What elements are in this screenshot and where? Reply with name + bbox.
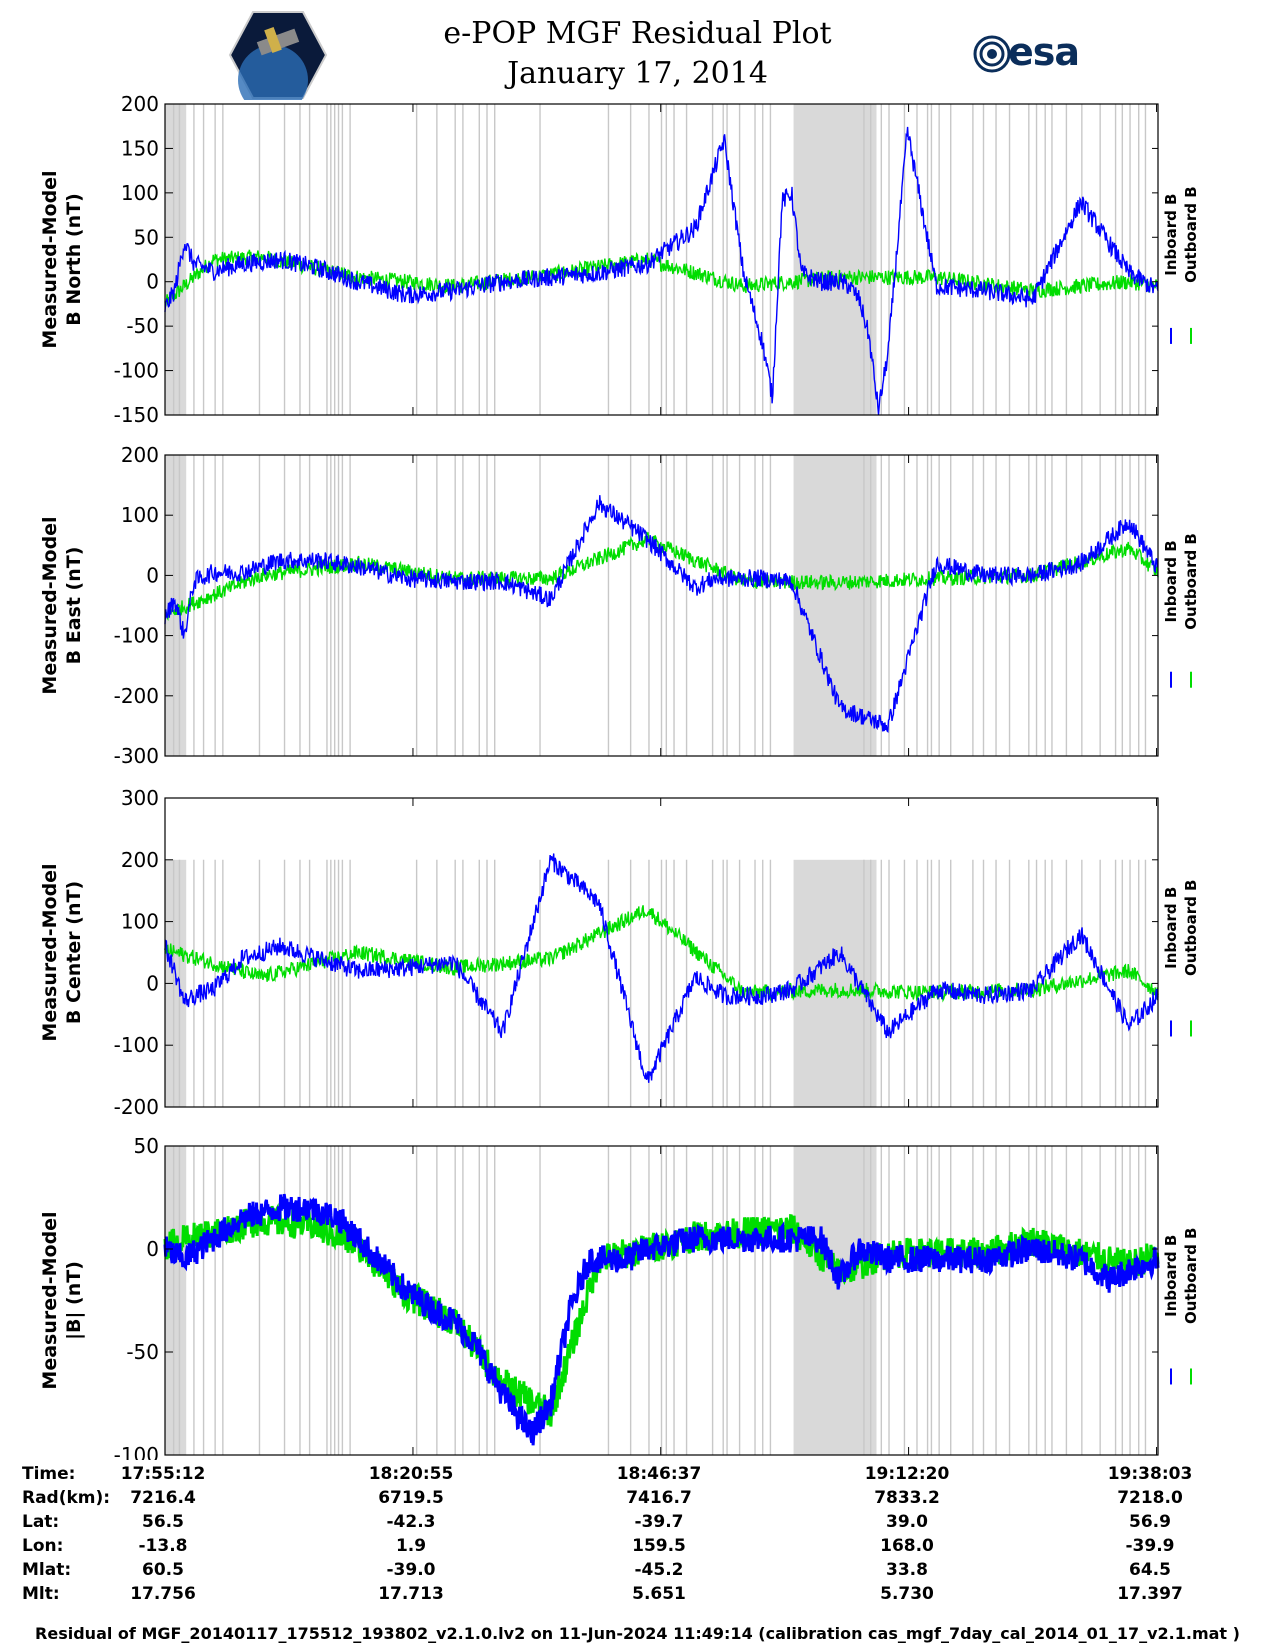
mlt-col-3: 5.730 bbox=[880, 1584, 934, 1604]
y-tick-label: -100 bbox=[114, 359, 159, 383]
row-label-mlt: Mlt: bbox=[22, 1584, 60, 1604]
outboard-b-series-line bbox=[164, 905, 1159, 1003]
mlat-col-1: -39.0 bbox=[386, 1560, 436, 1580]
legend-outboard-label: Outboard B bbox=[1182, 186, 1200, 283]
shade-region-mid bbox=[793, 1146, 877, 1455]
y-tick-label: -100 bbox=[114, 1443, 159, 1460]
y-tick-label: 200 bbox=[121, 443, 159, 467]
outboard-b-series-line bbox=[164, 249, 1158, 307]
mlt-col-4: 17.397 bbox=[1117, 1584, 1183, 1604]
y-tick-label: -300 bbox=[114, 744, 159, 768]
page-title: e-POP MGF Residual Plot bbox=[443, 16, 832, 51]
cassiope-mission-logo bbox=[228, 11, 328, 100]
y-tick-label: 100 bbox=[121, 910, 159, 934]
row-label-time: Time: bbox=[22, 1464, 76, 1484]
plot-axes-frame bbox=[164, 797, 1159, 1108]
y-tick-label: -150 bbox=[114, 403, 159, 427]
y-axis-label-line2: |B| (nT) bbox=[63, 1261, 85, 1340]
y-tick-label: -200 bbox=[114, 684, 159, 708]
shade-region-mid bbox=[793, 455, 877, 756]
row-label-lon: Lon: bbox=[22, 1536, 64, 1556]
y-tick-label: 0 bbox=[146, 971, 159, 995]
y-axis-label-line1: Measured-Model bbox=[39, 1211, 61, 1389]
esa-logo-icon bbox=[973, 35, 1011, 73]
legend-inboard-label: Inboard B bbox=[1162, 194, 1180, 276]
y-tick-label: 0 bbox=[146, 563, 159, 587]
esa-logo-text: esa bbox=[1008, 30, 1080, 74]
radius-col-0: 7216.4 bbox=[130, 1488, 196, 1508]
mlat-col-4: 64.5 bbox=[1129, 1560, 1171, 1580]
row-label-mlat: Mlat: bbox=[22, 1560, 72, 1580]
y-tick-label: 100 bbox=[121, 503, 159, 527]
mlat-col-3: 33.8 bbox=[886, 1560, 928, 1580]
y-tick-label: 50 bbox=[134, 225, 159, 249]
y-axis-label-line2: B Center (nT) bbox=[63, 881, 85, 1024]
y-tick-label: 300 bbox=[121, 786, 159, 810]
y-axis-label-line1: Measured-Model bbox=[39, 516, 61, 694]
plot-axes-frame bbox=[164, 1145, 1159, 1456]
y-tick-label: 0 bbox=[146, 270, 159, 294]
time-col-2: 18:46:37 bbox=[616, 1464, 702, 1484]
y-tick-label: 50 bbox=[134, 1134, 159, 1158]
y-tick-label: 150 bbox=[121, 136, 159, 160]
y-tick-label: 100 bbox=[121, 181, 159, 205]
lat-col-2: -39.7 bbox=[634, 1512, 684, 1532]
time-col-0: 17:55:12 bbox=[120, 1464, 206, 1484]
mlt-col-2: 5.651 bbox=[632, 1584, 686, 1604]
mlt-col-0: 17.756 bbox=[130, 1584, 196, 1604]
y-tick-label: -100 bbox=[114, 1033, 159, 1057]
radius-col-1: 6719.5 bbox=[378, 1488, 444, 1508]
row-label-radius: Rad(km): bbox=[22, 1488, 111, 1508]
y-tick-label: 200 bbox=[121, 92, 159, 116]
legend-inboard-label: Inboard B bbox=[1162, 540, 1180, 622]
y-axis-label-line2: B North (nT) bbox=[63, 193, 85, 326]
lon-col-1: 1.9 bbox=[395, 1536, 427, 1556]
shade-region-start bbox=[165, 1146, 187, 1455]
shade-region-start bbox=[165, 104, 187, 415]
shade-region-mid bbox=[793, 104, 877, 415]
page-subtitle-date: January 17, 2014 bbox=[507, 56, 768, 91]
lat-col-1: -42.3 bbox=[386, 1512, 436, 1532]
legend-inboard-label: Inboard B bbox=[1162, 887, 1180, 969]
inboard-b-series-line bbox=[164, 853, 1159, 1083]
mlat-col-0: 60.5 bbox=[142, 1560, 184, 1580]
time-col-3: 19:12:20 bbox=[864, 1464, 950, 1484]
mlat-col-2: -45.2 bbox=[634, 1560, 684, 1580]
y-tick-label: -200 bbox=[114, 1095, 159, 1119]
y-tick-label: 200 bbox=[121, 848, 159, 872]
y-tick-label: -50 bbox=[126, 314, 159, 338]
footer-caption: Residual of MGF_20140117_175512_193802_v… bbox=[35, 1624, 1240, 1643]
time-col-4: 19:38:03 bbox=[1107, 1464, 1193, 1484]
lon-col-3: 168.0 bbox=[880, 1536, 934, 1556]
y-axis-label-line2: B East (nT) bbox=[63, 547, 85, 665]
legend-outboard-label: Outboard B bbox=[1182, 1227, 1200, 1324]
ephemeris-table: Time: Rad(km): Lat: Lon: Mlat: Mlt: 17:5… bbox=[0, 1464, 1275, 1614]
row-label-lat: Lat: bbox=[22, 1512, 60, 1532]
legend-outboard-label: Outboard B bbox=[1182, 879, 1200, 976]
inboard-b-series-line bbox=[163, 1193, 1160, 1446]
lat-col-0: 56.5 bbox=[142, 1512, 184, 1532]
y-tick-label: -50 bbox=[126, 1340, 159, 1364]
y-axis-label-line1: Measured-Model bbox=[39, 170, 61, 348]
y-tick-label: 0 bbox=[146, 1237, 159, 1261]
radius-col-2: 7416.7 bbox=[626, 1488, 692, 1508]
lat-col-4: 56.9 bbox=[1129, 1512, 1171, 1532]
inboard-b-series-line bbox=[164, 495, 1159, 733]
lon-col-4: -39.9 bbox=[1125, 1536, 1175, 1556]
radius-col-4: 7218.0 bbox=[1117, 1488, 1183, 1508]
y-tick-label: -100 bbox=[114, 624, 159, 648]
y-axis-label-line1: Measured-Model bbox=[39, 863, 61, 1041]
time-col-1: 18:20:55 bbox=[368, 1464, 454, 1484]
plot-axes-frame bbox=[164, 454, 1159, 757]
lon-col-2: 159.5 bbox=[632, 1536, 686, 1556]
lon-col-0: -13.8 bbox=[138, 1536, 188, 1556]
inboard-b-series-line bbox=[164, 126, 1159, 416]
radius-col-3: 7833.2 bbox=[874, 1488, 940, 1508]
mlt-col-1: 17.713 bbox=[378, 1584, 444, 1604]
legend-inboard-label: Inboard B bbox=[1162, 1235, 1180, 1317]
legend-outboard-label: Outboard B bbox=[1182, 533, 1200, 630]
plot-axes-frame bbox=[164, 103, 1159, 416]
lat-col-3: 39.0 bbox=[886, 1512, 928, 1532]
